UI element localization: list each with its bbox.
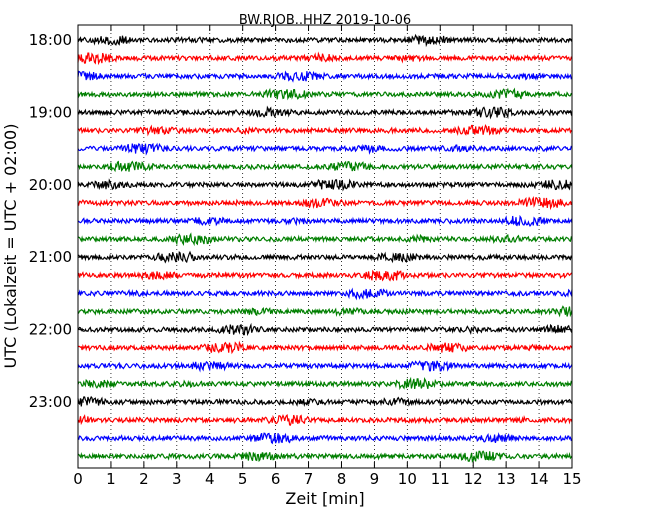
- x-tick-label: 3: [172, 470, 182, 488]
- trace-line: [77, 432, 573, 445]
- x-axis-ticks: 0 1 2 3 4 5 6 7 8 9 10 11 12 13 14 15: [73, 25, 582, 488]
- trace-line: [77, 195, 573, 211]
- trace-line: [77, 178, 573, 192]
- trace-line: [77, 376, 573, 391]
- trace-line: [77, 414, 573, 426]
- x-tick-label: 1: [106, 470, 116, 488]
- trace-line: [77, 269, 573, 282]
- plot-frame: [77, 24, 573, 469]
- x-tick-label: 14: [530, 470, 549, 488]
- x-tick-label: 7: [304, 470, 314, 488]
- y-tick-label: 20:00: [29, 176, 72, 194]
- trace-line: [77, 340, 573, 355]
- trace-line: [77, 33, 573, 48]
- trace-line: [77, 232, 573, 247]
- x-tick-label: 13: [497, 470, 516, 488]
- x-tick-label: 10: [398, 470, 417, 488]
- trace-line: [77, 123, 573, 137]
- trace-line: [77, 305, 573, 318]
- y-axis-label: UTC (Lokalzeit = UTC + 02:00): [1, 124, 20, 369]
- y-tick-label: 23:00: [29, 393, 72, 411]
- x-tick-label: 5: [238, 470, 248, 488]
- trace-line: [77, 395, 573, 407]
- trace-line: [77, 51, 573, 66]
- chart-title: BW.RJOB..HHZ 2019-10-06: [239, 13, 411, 28]
- trace-line: [77, 450, 573, 463]
- x-tick-label: 2: [139, 470, 149, 488]
- trace-line: [77, 105, 573, 120]
- trace-line: [77, 287, 573, 301]
- trace-line: [77, 360, 573, 373]
- x-tick-label: 15: [562, 470, 581, 488]
- y-tick-label: 21:00: [29, 248, 72, 266]
- y-tick-label: 18:00: [29, 31, 72, 49]
- x-tick-label: 11: [431, 470, 450, 488]
- x-tick-label: 0: [73, 470, 83, 488]
- trace-group: [77, 33, 573, 463]
- trace-line: [77, 87, 573, 101]
- trace-line: [77, 142, 573, 156]
- trace-line: [77, 322, 573, 337]
- trace-line: [77, 160, 573, 173]
- x-tick-label: 12: [464, 470, 483, 488]
- trace-line: [77, 250, 573, 264]
- trace-line: [77, 70, 573, 83]
- trace-line: [77, 214, 573, 227]
- x-axis-label: Zeit [min]: [285, 489, 364, 508]
- y-tick-label: 19:00: [29, 103, 72, 121]
- x-tick-label: 8: [337, 470, 347, 488]
- x-tick-label: 6: [271, 470, 281, 488]
- y-tick-label: 22:00: [29, 321, 72, 339]
- y-axis-ticks: 18:00 19:00 20:00 21:00 22:00 23:00: [29, 31, 572, 411]
- x-tick-label: 4: [205, 470, 215, 488]
- x-tick-label: 9: [370, 470, 380, 488]
